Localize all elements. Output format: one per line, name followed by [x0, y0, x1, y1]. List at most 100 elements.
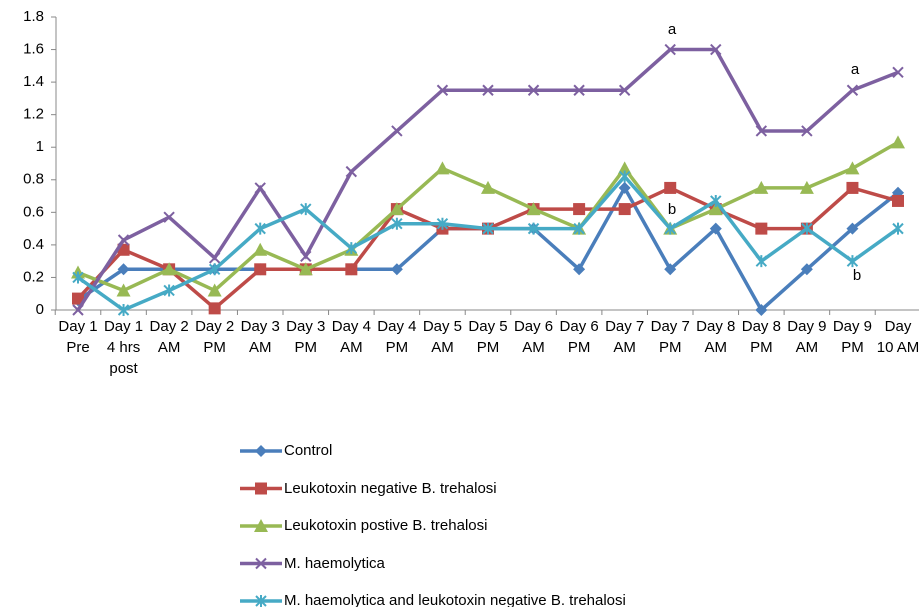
x-tick-label: Day 5 AM	[422, 318, 463, 356]
marker	[163, 211, 175, 223]
marker	[391, 217, 403, 230]
x-tick-label: Day 2 AM	[149, 318, 189, 356]
y-tick-label: 0.2	[23, 268, 44, 285]
legend-marker	[255, 595, 267, 607]
marker	[710, 43, 722, 56]
marker	[892, 66, 904, 79]
marker	[664, 181, 677, 194]
marker	[116, 283, 131, 297]
legend-label: M. haemolytica	[284, 554, 385, 572]
marker	[436, 84, 449, 96]
marker	[755, 222, 768, 235]
series-line	[76, 173, 900, 312]
legend-label: Leukotoxin negative B. trehalosi	[284, 479, 497, 497]
marker	[845, 161, 860, 175]
legend-marker	[254, 519, 268, 532]
marker	[573, 222, 585, 235]
legend-marker	[255, 557, 267, 570]
annotation: b	[668, 201, 676, 218]
marker	[253, 242, 268, 256]
y-tick-label: 1.8	[23, 8, 44, 25]
marker	[298, 262, 313, 276]
y-tick-label: 1.4	[23, 73, 44, 90]
marker	[163, 284, 175, 297]
annotation: b	[853, 267, 861, 284]
x-tick-label: Day 8 PM	[741, 318, 781, 356]
marker	[526, 202, 541, 216]
y-tick-label: 0	[36, 301, 44, 318]
marker	[208, 302, 221, 315]
marker	[801, 222, 813, 235]
legend-label: M. haemolytica and leukotoxin negative B…	[284, 592, 626, 607]
marker	[710, 194, 722, 207]
x-tick-label: Day 6 PM	[559, 318, 599, 356]
marker	[345, 263, 358, 276]
marker	[482, 84, 494, 96]
marker	[573, 203, 586, 216]
x-tick-label: Day 9 AM	[787, 318, 827, 356]
marker	[755, 304, 768, 316]
marker	[617, 161, 632, 175]
x-tick-label: Day 8 AM	[696, 318, 736, 356]
marker	[618, 181, 631, 194]
marker	[481, 180, 495, 194]
marker	[573, 263, 586, 276]
x-tick-label: Day 1 Pre	[58, 318, 98, 356]
marker	[664, 222, 676, 235]
marker	[527, 222, 540, 235]
marker	[754, 180, 769, 194]
marker	[207, 283, 222, 297]
marker	[72, 304, 84, 316]
marker	[846, 255, 859, 268]
x-tick-label: Day 9 PM	[832, 318, 873, 356]
series-line	[76, 185, 899, 311]
x-tick-label: Day 6 AM	[513, 318, 554, 356]
x-tick-label: Day 10 AM	[876, 318, 919, 356]
marker	[482, 222, 494, 235]
legend-label: Leukotoxin postive B. trehalosi	[284, 517, 488, 534]
marker	[300, 203, 312, 216]
marker	[345, 165, 358, 178]
marker	[162, 262, 177, 276]
x-tick-label: Day 5 PM	[468, 318, 508, 356]
annotation: a	[851, 61, 860, 78]
x-tick-label: Day 1 4 hrs post	[103, 318, 144, 377]
marker	[72, 271, 84, 284]
x-tick-label: Day 4 AM	[331, 318, 371, 356]
x-tick-label: Day 7 AM	[605, 318, 645, 356]
legend-marker	[255, 482, 267, 495]
marker	[618, 203, 631, 216]
marker	[846, 181, 859, 194]
legend-marker	[255, 445, 267, 457]
x-tick-label: Day 3 AM	[240, 318, 280, 356]
x-tick-label: Day 2 PM	[195, 318, 235, 356]
marker	[800, 263, 813, 276]
marker	[390, 263, 403, 276]
marker	[436, 217, 449, 230]
marker	[254, 182, 266, 194]
legend-label: Control	[284, 442, 333, 459]
y-tick-label: 1.6	[23, 41, 44, 58]
marker	[664, 43, 676, 56]
y-tick-label: 0.8	[23, 171, 44, 188]
marker	[72, 292, 84, 305]
marker	[345, 242, 358, 255]
x-tick-label: Day 4 PM	[377, 318, 417, 356]
marker	[892, 222, 904, 235]
marker	[709, 222, 722, 235]
marker	[527, 84, 540, 96]
x-tick-label: Day 7 PM	[650, 318, 690, 356]
marker	[254, 263, 267, 276]
marker	[208, 252, 221, 264]
marker	[892, 194, 904, 207]
marker	[755, 125, 768, 137]
marker	[389, 202, 404, 216]
series-line	[77, 184, 900, 313]
y-tick-label: 0.6	[23, 203, 44, 220]
annotation: a	[668, 21, 677, 38]
y-tick-label: 1	[36, 138, 44, 155]
marker	[891, 135, 905, 149]
y-tick-label: 0.4	[23, 236, 44, 253]
